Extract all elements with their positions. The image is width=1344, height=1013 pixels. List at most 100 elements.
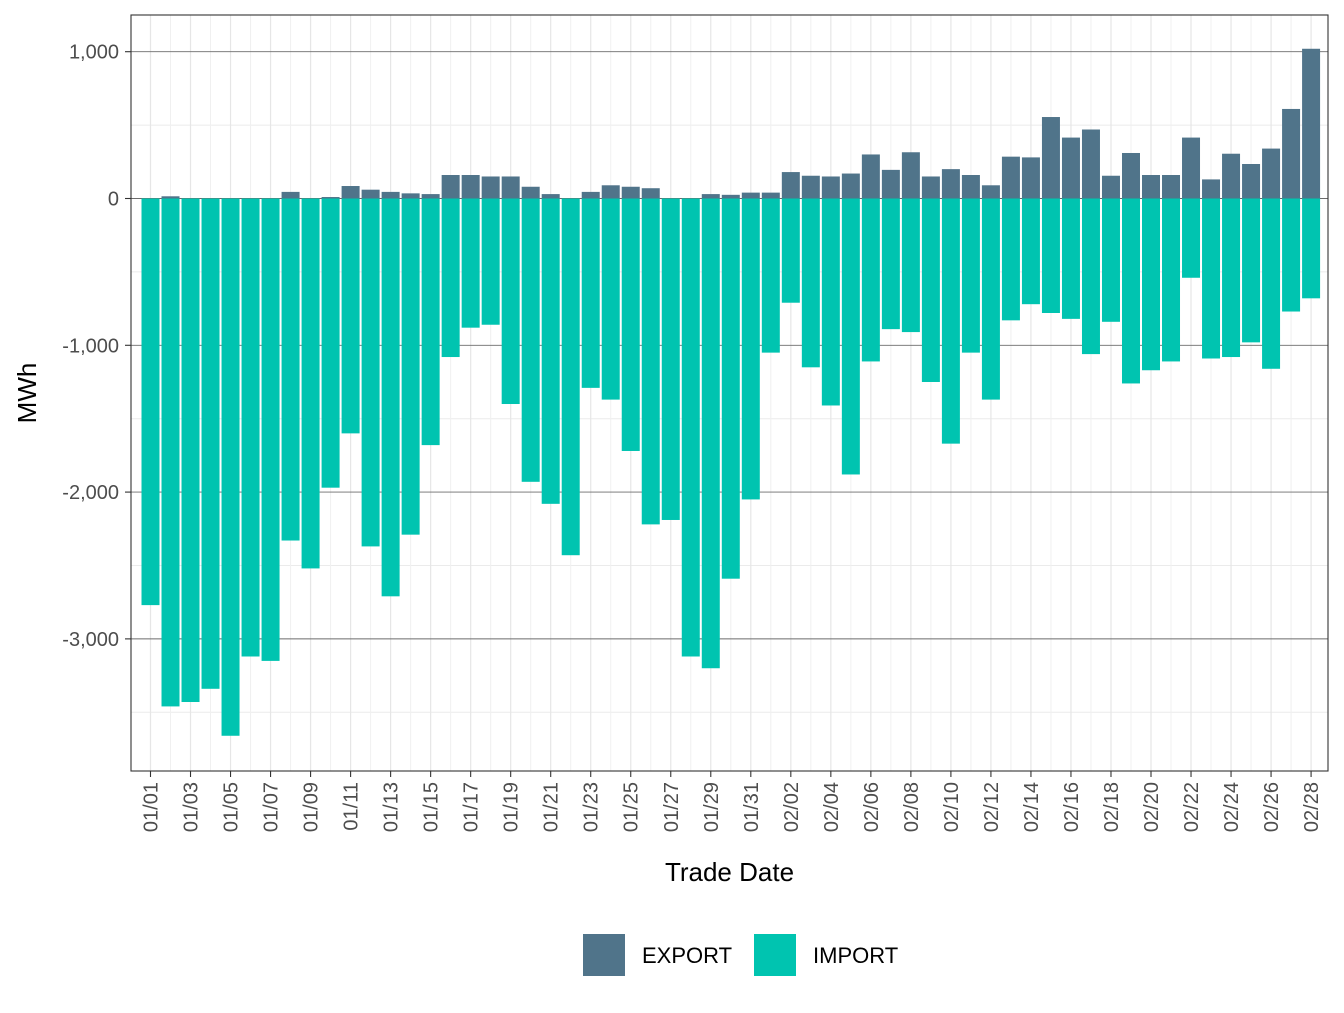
x-tick-label: 02/02: [781, 782, 803, 832]
bar-export-01-20: [521, 186, 540, 199]
bar-export-02-23: [1202, 179, 1221, 199]
bar-import-01-13: [381, 198, 400, 597]
bar-import-02-25: [1242, 198, 1261, 343]
x-tick-label: 01/05: [221, 782, 243, 832]
bar-import-01-07: [261, 198, 280, 661]
bar-export-01-13: [381, 191, 400, 199]
x-tick-label: 02/24: [1221, 782, 1243, 832]
bar-import-02-08: [901, 198, 920, 333]
legend-label: IMPORT: [813, 943, 898, 968]
plot-panel-border: [130, 14, 1329, 772]
bar-import-02-19: [1121, 198, 1140, 384]
bar-import-02-01: [761, 198, 780, 353]
x-tick-label: 01/31: [741, 782, 763, 832]
bar-export-02-06: [861, 154, 880, 199]
bar-import-01-09: [301, 198, 320, 569]
bar-import-01-02: [161, 198, 180, 707]
bar-export-01-16: [441, 175, 460, 199]
bar-export-02-19: [1121, 152, 1140, 199]
legend-item-import: IMPORT: [754, 934, 898, 976]
bar-export-02-16: [1061, 137, 1080, 199]
bar-export-02-27: [1282, 108, 1301, 199]
bar-import-02-12: [981, 198, 1000, 400]
x-tick-label: 01/07: [261, 782, 283, 832]
bar-import-01-17: [461, 198, 480, 328]
x-tick-label: 01/27: [661, 782, 683, 832]
x-tick-label: 02/16: [1061, 782, 1083, 832]
bar-export-02-25: [1242, 163, 1261, 199]
bar-import-01-12: [361, 198, 380, 547]
bar-import-02-27: [1282, 198, 1301, 312]
bar-import-02-16: [1061, 198, 1080, 319]
legend: EXPORT IMPORT: [583, 934, 898, 976]
y-axis-title: MWh: [12, 363, 42, 424]
bar-export-02-21: [1162, 175, 1181, 199]
bar-export-01-02: [161, 196, 180, 199]
x-tick-label: 01/25: [621, 782, 643, 832]
bar-export-01-19: [501, 176, 520, 199]
bar-import-01-25: [621, 198, 640, 451]
x-tick-label: 01/19: [501, 782, 523, 832]
x-tick-label: 02/10: [941, 782, 963, 832]
bar-import-01-01: [141, 198, 160, 606]
bar-import-01-29: [701, 198, 720, 669]
bar-export-02-09: [921, 176, 940, 199]
bar-export-01-21: [541, 194, 560, 199]
x-axis-title: Trade Date: [665, 857, 794, 887]
x-tick-label: 01/21: [541, 782, 563, 832]
bar-import-01-14: [401, 198, 420, 535]
bar-export-01-17: [461, 175, 480, 199]
bar-export-01-29: [701, 194, 720, 199]
x-tick-label: 02/26: [1261, 782, 1283, 832]
x-tick-label: 01/11: [341, 782, 363, 831]
bar-import-01-08: [281, 198, 300, 541]
bar-export-02-05: [841, 173, 860, 199]
x-tick-label: 01/13: [381, 782, 403, 832]
x-tick-label: 02/12: [981, 782, 1003, 832]
bar-import-02-26: [1262, 198, 1281, 369]
x-tick-label: 02/28: [1301, 782, 1323, 832]
bar-import-02-02: [781, 198, 800, 303]
x-tick-label: 01/29: [701, 782, 723, 832]
x-tick-label: 01/17: [461, 782, 483, 832]
x-axis-ticks: 01/01 01/03 01/05 01/07 01/09 01/11 01/13 01/15…: [141, 771, 1323, 832]
bar-import-02-06: [861, 198, 880, 362]
bar-export-02-13: [1001, 156, 1020, 199]
bar-import-02-04: [821, 198, 840, 406]
bar-import-01-18: [481, 198, 500, 325]
bar-import-02-14: [1021, 198, 1040, 305]
bar-export-01-23: [581, 191, 600, 199]
bar-export-01-11: [341, 186, 360, 199]
bar-export-02-10: [941, 169, 960, 199]
bar-export-02-15: [1041, 117, 1060, 199]
bar-export-02-20: [1142, 175, 1160, 199]
bar-import-01-26: [641, 198, 660, 525]
bar-export-02-08: [901, 152, 920, 199]
bar-import-01-20: [521, 198, 540, 482]
bar-import-01-22: [561, 198, 580, 556]
bar-export-02-17: [1081, 129, 1100, 199]
bar-import-01-06: [241, 198, 260, 657]
bar-export-02-11: [961, 175, 980, 199]
x-tick-label: 02/04: [821, 782, 843, 832]
x-tick-label: 02/20: [1141, 782, 1163, 832]
y-tick-label: 1,000: [69, 42, 119, 64]
x-tick-label: 02/18: [1101, 782, 1123, 832]
bar-import-01-21: [541, 198, 560, 504]
bar-export-01-12: [361, 189, 380, 199]
legend-swatch: [583, 934, 625, 976]
bar-export-02-28: [1302, 48, 1321, 199]
x-tick-label: 02/08: [901, 782, 923, 832]
bar-import-02-21: [1162, 198, 1181, 362]
bar-import-02-15: [1041, 198, 1060, 313]
x-tick-label: 01/15: [421, 782, 443, 832]
bar-export-02-12: [981, 185, 1000, 199]
x-tick-label: 02/22: [1181, 782, 1203, 832]
y-tick-label: 0: [108, 188, 119, 210]
bar-import-02-20: [1142, 198, 1160, 371]
bar-export-01-26: [641, 188, 660, 199]
bar-import-01-10: [321, 198, 340, 488]
bar-import-01-03: [181, 198, 200, 703]
bars: [141, 48, 1321, 736]
bar-import-02-05: [841, 198, 860, 475]
